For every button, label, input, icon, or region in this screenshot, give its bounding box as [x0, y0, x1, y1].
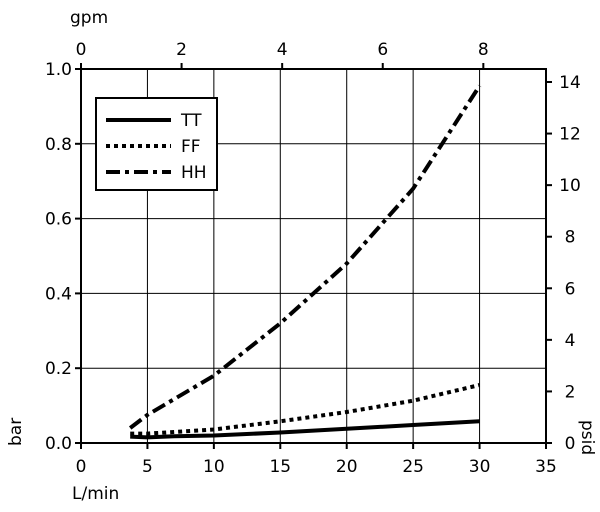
y-axis-label: bar	[6, 418, 26, 446]
y-tick-label: 0.4	[45, 284, 72, 304]
right-tick-label: 14	[559, 73, 581, 93]
x-tick-label: 35	[535, 457, 557, 477]
legend-label-tt: TT	[180, 111, 202, 131]
x-tick-label: 0	[76, 457, 87, 477]
top-tick-label: 0	[76, 40, 87, 60]
right-tick-label: 12	[559, 125, 581, 145]
series-line-ff	[130, 383, 481, 436]
series-line-tt	[130, 419, 480, 440]
y-tick-label: 0.8	[45, 135, 72, 155]
x-tick-label: 15	[269, 457, 291, 477]
top-axis-label: gpm	[70, 8, 108, 28]
x-tick-label: 5	[142, 457, 153, 477]
x-tick-label: 20	[336, 457, 358, 477]
right-tick-label: 10	[559, 176, 581, 196]
y-tick-label: 1.0	[45, 60, 72, 80]
right-tick-label: 6	[565, 279, 576, 299]
legend-label-ff: FF	[181, 137, 201, 157]
x-tick-label: 25	[402, 457, 424, 477]
series-line-hh	[128, 84, 482, 430]
series-lines	[128, 84, 482, 440]
y-tick-label: 0.2	[45, 359, 72, 379]
top-tick-label: 4	[277, 40, 288, 60]
y-axis-ticks: 0.0 0.2 0.4 0.6 0.8 1.0	[45, 60, 81, 454]
plot-frame	[80, 68, 547, 444]
right-axis-ticks: 0 2 4 6 8 10 12 14	[546, 73, 581, 454]
right-tick-label: 8	[565, 228, 576, 248]
legend: TT FF HH	[95, 97, 218, 191]
top-axis-ticks: 0 2 4 6 8	[76, 40, 489, 69]
right-tick-label: 0	[565, 434, 576, 454]
x-axis-label: L/min	[72, 484, 119, 504]
right-tick-label: 2	[565, 382, 576, 402]
top-tick-label: 8	[478, 40, 489, 60]
legend-label-hh: HH	[181, 163, 207, 183]
right-tick-label: 4	[565, 331, 576, 351]
top-tick-label: 2	[176, 40, 187, 60]
y-tick-label: 0.0	[45, 434, 72, 454]
x-tick-label: 30	[469, 457, 491, 477]
x-tick-label: 10	[203, 457, 225, 477]
top-tick-label: 6	[377, 40, 388, 60]
right-axis-label: psid	[577, 420, 597, 455]
y-tick-label: 0.6	[45, 210, 72, 230]
x-axis-ticks: 0 5 10 15 20 25 30 35	[76, 443, 557, 477]
